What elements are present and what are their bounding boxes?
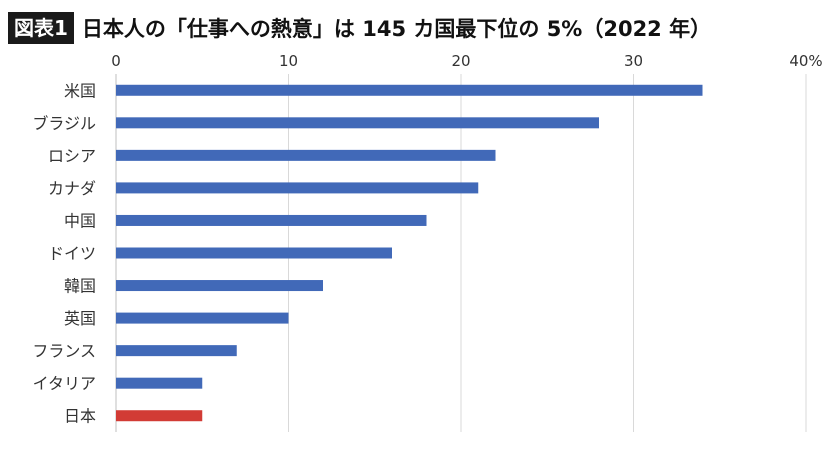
category-label: カナダ (48, 179, 96, 198)
bar-6 (116, 280, 323, 292)
bar-0 (116, 84, 703, 96)
bar-9 (116, 377, 203, 389)
bar-1 (116, 117, 599, 129)
chart-title: 日本人の「仕事への熱意」は 145 カ国最下位の 5%（2022 年） (81, 17, 712, 41)
bar-5 (116, 247, 392, 259)
x-tick-label: 20 (451, 52, 470, 70)
category-label: 米国 (64, 81, 96, 100)
bar-3 (116, 182, 479, 194)
bar-10 (116, 410, 203, 422)
x-tick-label: 10 (279, 52, 298, 70)
category-label: ロシア (48, 146, 96, 165)
category-label: 韓国 (64, 277, 96, 296)
category-label: ブラジル (32, 114, 96, 133)
category-label: ドイツ (48, 244, 96, 263)
category-label: 中国 (64, 211, 96, 230)
bar-8 (116, 345, 237, 357)
x-tick-label: 0 (111, 52, 121, 70)
bar-2 (116, 149, 496, 161)
category-label: フランス (32, 342, 96, 361)
category-label: 英国 (64, 309, 96, 328)
chart-header: 図表1 日本人の「仕事への熱意」は 145 カ国最下位の 5%（2022 年） (8, 10, 711, 46)
x-tick-label: 40% (789, 52, 822, 70)
bar-7 (116, 312, 289, 324)
category-label: イタリア (33, 374, 96, 393)
figure-badge: 図表1 (8, 12, 74, 44)
x-tick-label: 30 (624, 52, 643, 70)
category-label: 日本 (64, 407, 96, 426)
bar-4 (116, 214, 427, 226)
